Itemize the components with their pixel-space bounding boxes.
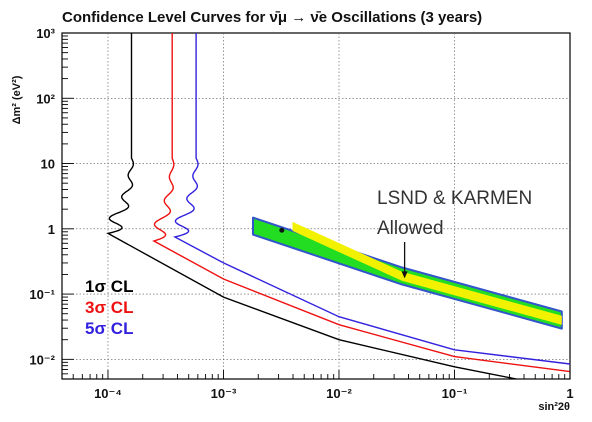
x-tick-label: 1: [566, 386, 573, 401]
legend-entry: 3σ CL: [85, 298, 133, 317]
cl-curve-3: [173, 33, 571, 365]
y-tick-label: 10⁻²: [29, 352, 55, 367]
grid-lines: [62, 33, 570, 379]
x-axis-label: sin²2θ: [538, 401, 570, 413]
arrow-head: [401, 271, 408, 279]
legend: 1σ CL 3σ CL 5σ CL: [85, 277, 133, 338]
y-tick-label: 10³: [36, 26, 55, 41]
x-tick-label: 10⁻¹: [442, 386, 468, 401]
y-axis: 10⁻² 10⁻¹ 1 10 10² 10³: [29, 26, 74, 380]
region-marker: [279, 227, 285, 233]
cl-curve-2: [152, 33, 571, 373]
y-tick-label: 10⁻¹: [29, 287, 55, 302]
plot-frame: [61, 32, 571, 380]
legend-entry: 5σ CL: [85, 319, 133, 338]
allowed-region: [252, 216, 563, 330]
x-tick-label: 10⁻²: [326, 386, 352, 401]
allowed-region-annotation: LSND & KARMEN Allowed: [279, 188, 532, 279]
allowed-label-line1: LSND & KARMEN: [377, 188, 532, 209]
allowed-region-inner: [292, 221, 562, 325]
legend-entry: 1σ CL: [85, 277, 133, 296]
x-axis: 10⁻⁴ 10⁻³ 10⁻² 10⁻¹ 1: [61, 370, 574, 401]
cl-curves: [106, 33, 571, 380]
y-tick-label: 1: [48, 222, 55, 237]
allowed-label-line2: Allowed: [377, 218, 444, 239]
chart-title: Confidence Level Curves for ν̄μ → ν̄e Os…: [62, 9, 482, 26]
x-tick-label: 10⁻⁴: [94, 386, 122, 401]
cl-curve-1: [106, 33, 517, 380]
y-tick-label: 10: [41, 157, 55, 172]
y-axis-label: Δm² (eV²): [11, 75, 23, 124]
y-tick-label: 10²: [36, 91, 55, 106]
x-tick-label: 10⁻³: [211, 386, 237, 401]
